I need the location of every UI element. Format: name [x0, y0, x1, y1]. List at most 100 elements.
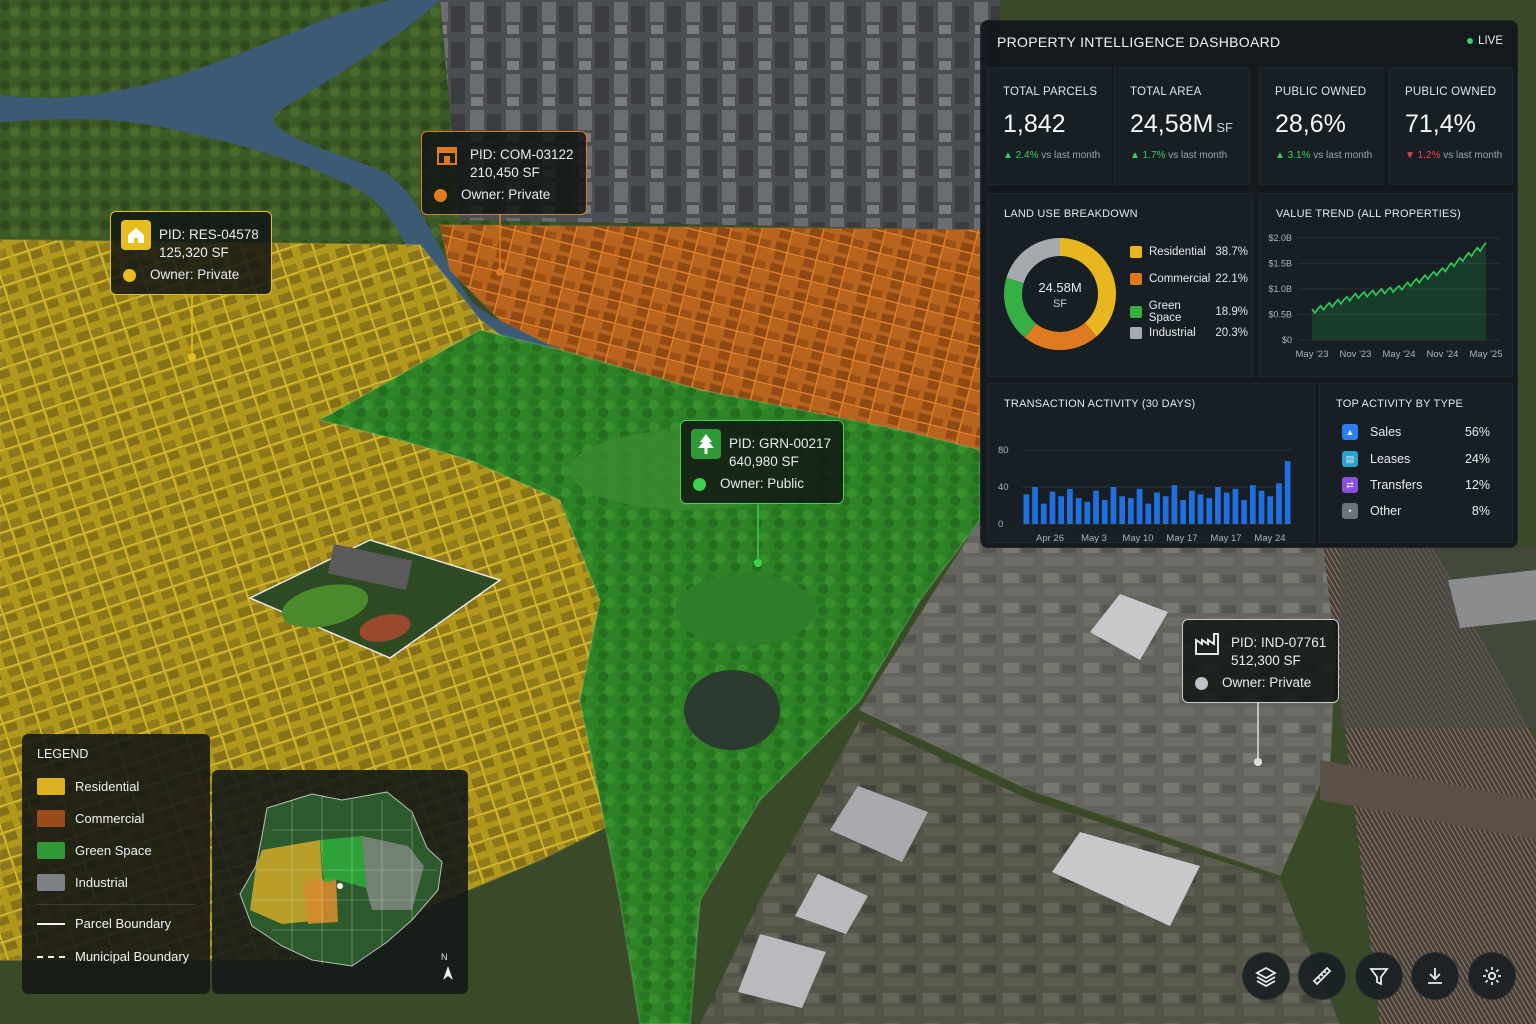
sales-icon: ▲ — [1342, 424, 1358, 440]
settings-icon — [1483, 967, 1501, 985]
parcel-owner: Owner: Private — [1222, 675, 1312, 690]
parcel-popup-commercial[interactable]: PID: COM-03122 210,450 SF Owner: Private — [421, 131, 587, 215]
transaction-bar[interactable] — [1101, 499, 1108, 524]
transaction-bar[interactable] — [1276, 483, 1282, 524]
owner-dot — [123, 268, 136, 282]
kpi-card-total-area[interactable]: TOTAL AREA 24,58M SF ▲ 1.7% vs last month — [1114, 67, 1250, 185]
y-tick-label: 0 — [998, 519, 1003, 530]
download-button[interactable] — [1411, 952, 1459, 1000]
map-legend: LEGEND Residential Commercial Green Spac… — [22, 734, 210, 994]
activity-row-transfers[interactable]: ⇄ Transfers 12% — [1342, 477, 1490, 493]
kpi-card-public-owned-2[interactable]: PUBLIC OWNED 71,4% ▼ 1.2% vs last month — [1389, 67, 1513, 185]
transaction-bar[interactable] — [1267, 496, 1274, 524]
minimap[interactable]: N — [212, 770, 468, 994]
x-tick-label: Apr 26 — [1036, 533, 1064, 544]
donut-slice-residential[interactable] — [1060, 238, 1116, 337]
activity-row-leases[interactable]: ▤ Leases 24% — [1342, 451, 1490, 467]
transaction-bar[interactable] — [1128, 498, 1134, 524]
kpi-change: ▲ 2.4% vs last month — [1003, 150, 1101, 161]
ruler-icon — [1312, 966, 1332, 986]
other-icon: • — [1342, 503, 1358, 519]
swatch — [37, 842, 65, 859]
parcel-popup-industrial[interactable]: PID: IND-07761 512,300 SF Owner: Private — [1182, 619, 1340, 703]
transaction-bar[interactable] — [1232, 488, 1239, 524]
transaction-bar[interactable] — [1058, 496, 1065, 524]
transfers-icon: ⇄ — [1342, 477, 1358, 493]
value-trend-panel[interactable]: VALUE TREND (ALL PROPERTIES) $2.0B $1.5B $… — [1259, 193, 1513, 377]
transaction-bar[interactable] — [1023, 494, 1030, 524]
factory-icon — [1193, 628, 1223, 658]
trend-area — [1312, 242, 1486, 340]
top-activity-panel[interactable]: TOP ACTIVITY BY TYPE ▲ Sales 56% ▤ Leases 24… — [1319, 383, 1513, 543]
parcel-popup-residential[interactable]: PID: RES-04578 125,320 SF Owner: Private — [110, 211, 272, 295]
kpi-label: TOTAL AREA — [1130, 86, 1202, 98]
transaction-title: TRANSACTION ACTIVITY (30 DAYS) — [1004, 398, 1196, 410]
transaction-bar[interactable] — [1084, 501, 1091, 524]
transaction-bar[interactable] — [1215, 487, 1221, 524]
layers-button[interactable] — [1242, 952, 1290, 1000]
live-label: LIVE — [1478, 35, 1503, 47]
transaction-bar[interactable] — [1284, 461, 1291, 524]
kpi-label: TOTAL PARCELS — [1003, 86, 1098, 98]
transaction-bar[interactable] — [1154, 492, 1160, 524]
legend-item-municipal-boundary[interactable]: Municipal Boundary — [37, 949, 189, 964]
transaction-bar-chart: 80 40 0 Apr 26 May 3 May 10 May 17 May 17 May 24 — [998, 445, 1292, 544]
transaction-bar[interactable] — [1197, 494, 1204, 524]
kpi-label: PUBLIC OWNED — [1405, 86, 1497, 98]
transaction-bar[interactable] — [1241, 499, 1247, 524]
swatch — [37, 874, 65, 891]
donut-slice-green-space[interactable] — [1004, 277, 1037, 338]
activity-row-other[interactable]: • Other 8% — [1342, 503, 1490, 519]
transaction-bar[interactable] — [1075, 498, 1082, 524]
transaction-bar[interactable] — [1093, 490, 1099, 524]
transaction-bar[interactable] — [1136, 488, 1143, 524]
legend-item-commercial[interactable]: Commercial — [37, 810, 144, 827]
y-tick-label: $0 — [1282, 335, 1292, 345]
legend-item-residential[interactable]: Residential — [37, 778, 139, 795]
kpi-card-public-owned[interactable]: PUBLIC OWNED 28,6% ▲ 3.1% vs last month — [1259, 67, 1383, 185]
transaction-activity-panel[interactable]: TRANSACTION ACTIVITY (30 DAYS) 80 40 0 Apr … — [987, 383, 1315, 544]
activity-row-sales[interactable]: ▲ Sales 56% — [1342, 424, 1490, 440]
legend-item-green-space[interactable]: Green Space — [37, 842, 152, 859]
legend-item-parcel-boundary[interactable]: Parcel Boundary — [37, 916, 171, 931]
land-use-legend-commercial: Commercial 22.1% — [1130, 273, 1248, 285]
transaction-bar[interactable] — [1171, 485, 1178, 524]
y-tick-label: $2.0B — [1268, 233, 1292, 243]
legend-item-industrial[interactable]: Industrial — [37, 874, 128, 891]
kpi-card-total-parcels[interactable]: TOTAL PARCELS 1,842 ▲ 2.4% vs last month — [987, 67, 1111, 185]
transaction-bar[interactable] — [1032, 487, 1038, 524]
land-use-title: LAND USE BREAKDOWN — [1004, 208, 1138, 220]
measure-button[interactable] — [1298, 952, 1346, 1000]
donut-slice-industrial[interactable] — [1006, 238, 1060, 283]
transaction-bar[interactable] — [1180, 499, 1186, 524]
transaction-bar[interactable] — [1223, 492, 1230, 524]
parcel-area: 640,980 SF — [729, 454, 799, 469]
transaction-bar[interactable] — [1258, 490, 1265, 524]
transaction-bar[interactable] — [1206, 498, 1213, 524]
transaction-bar[interactable] — [1188, 490, 1195, 524]
transaction-bar[interactable] — [1162, 496, 1169, 524]
legend-divider — [37, 904, 195, 905]
transaction-bar[interactable] — [1067, 488, 1073, 524]
swatch — [1130, 246, 1142, 258]
parcel-popup-green-space[interactable]: PID: GRN-00217 640,980 SF Owner: Public — [680, 420, 845, 504]
minimap-canvas: N — [239, 791, 453, 980]
owner-dot — [1195, 676, 1208, 690]
transaction-bar[interactable] — [1049, 491, 1056, 524]
filter-icon — [1369, 968, 1389, 986]
transaction-bar[interactable] — [1249, 485, 1256, 524]
solid-line-icon — [37, 922, 65, 925]
owner-dot — [434, 188, 447, 202]
filter-button[interactable] — [1355, 952, 1403, 1000]
value-trend-title: VALUE TREND (ALL PROPERTIES) — [1276, 208, 1461, 220]
x-tick-label: May 17 — [1166, 533, 1197, 544]
swatch — [1130, 306, 1142, 318]
transaction-bar[interactable] — [1119, 496, 1126, 524]
transaction-bar[interactable] — [1145, 503, 1152, 524]
settings-button[interactable] — [1468, 952, 1516, 1000]
transaction-bar[interactable] — [1110, 487, 1117, 524]
donut-slice-commercial[interactable] — [1024, 322, 1097, 350]
transaction-bar[interactable] — [1040, 503, 1047, 524]
y-tick-label: $0.5B — [1268, 310, 1292, 320]
land-use-panel[interactable]: LAND USE BREAKDOWN 24.58M SF Residential… — [987, 193, 1253, 377]
